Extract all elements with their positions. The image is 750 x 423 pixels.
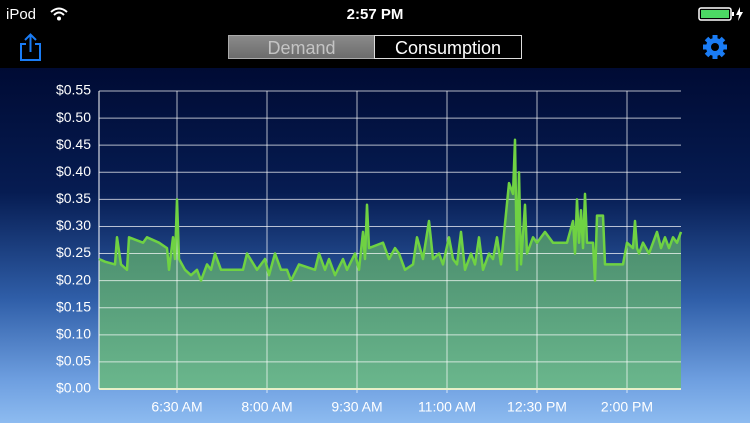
x-tick-label: 9:30 AM — [331, 399, 382, 415]
x-tick-label: 11:00 AM — [418, 399, 476, 415]
share-button[interactable] — [18, 33, 44, 63]
nav-bar: Demand Consumption — [0, 30, 750, 68]
x-tick-label: 8:00 AM — [241, 399, 292, 415]
y-tick-label: $0.35 — [56, 190, 91, 206]
status-bar: iPod 2:57 PM — [0, 0, 750, 30]
y-tick-label: $0.40 — [56, 163, 91, 179]
y-tick-label: $0.45 — [56, 136, 91, 152]
y-tick-label: $0.55 — [56, 82, 91, 98]
y-tick-label: $0.50 — [56, 109, 91, 125]
x-tick-label: 2:00 PM — [601, 399, 653, 415]
battery-icon — [698, 7, 743, 21]
y-tick-label: $0.10 — [56, 326, 91, 342]
y-tick-label: $0.00 — [56, 380, 91, 396]
y-tick-label: $0.15 — [56, 298, 91, 314]
segment-consumption[interactable]: Consumption — [374, 35, 522, 59]
y-tick-label: $0.20 — [56, 271, 91, 287]
segment-demand[interactable]: Demand — [228, 35, 375, 59]
chart-area: $0.00 $0.05 $0.10 $0.15 $0.20 $0.25 $0.30 $0.35… — [0, 68, 750, 423]
wifi-icon — [50, 7, 68, 21]
clock: 2:57 PM — [346, 6, 404, 23]
x-tick-label: 6:30 AM — [151, 399, 202, 415]
carrier: iPod — [6, 6, 37, 23]
y-tick-label: $0.30 — [56, 217, 91, 233]
settings-button[interactable] — [702, 34, 728, 60]
y-tick-label: $0.05 — [56, 353, 91, 369]
x-tick-label: 12:30 PM — [507, 399, 567, 415]
y-tick-label: $0.25 — [56, 244, 91, 260]
area-fill — [99, 139, 681, 389]
chart: $0.00 $0.05 $0.10 $0.15 $0.20 $0.25 $0.30 $0.35… — [56, 82, 683, 415]
data-line — [98, 138, 683, 282]
